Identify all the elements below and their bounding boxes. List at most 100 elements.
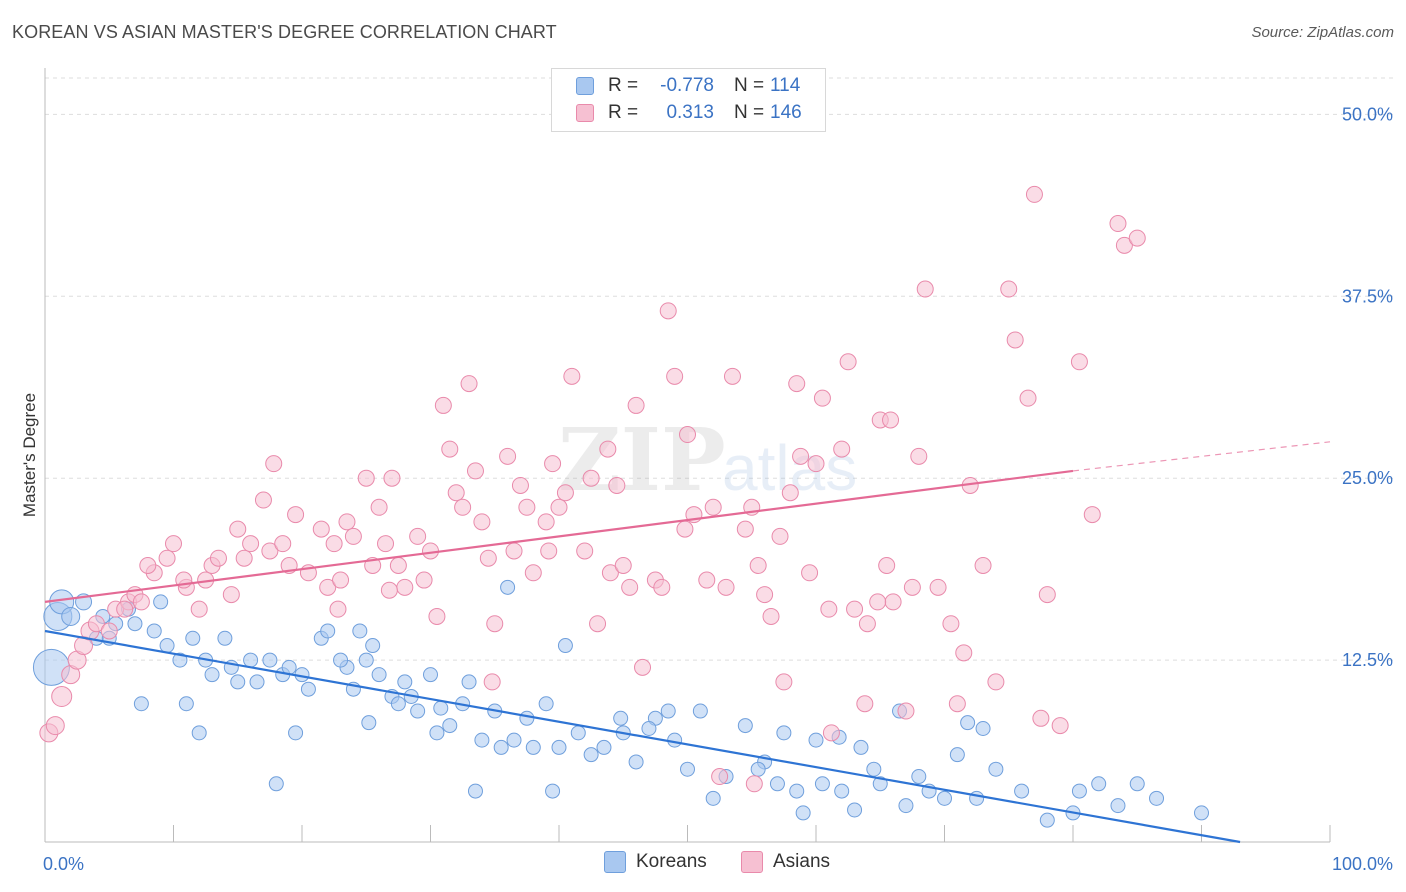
asian-point <box>479 549 497 567</box>
asian-point <box>1070 353 1088 371</box>
asian-point <box>749 557 767 575</box>
asian-point <box>544 455 562 473</box>
korean-point <box>365 638 381 654</box>
korean-point <box>1039 812 1055 828</box>
asian-point <box>434 396 452 414</box>
korean-point <box>911 769 927 785</box>
chart-title: KOREAN VS ASIAN MASTER'S DEGREE CORRELAT… <box>12 22 557 42</box>
asian-point <box>380 581 398 599</box>
asian-point <box>745 775 763 793</box>
asians-legend-swatch <box>741 851 763 873</box>
source-label: Source: ZipAtlas.com <box>1251 24 1394 41</box>
korean-point <box>519 710 535 726</box>
asian-point <box>679 426 696 444</box>
asian-point <box>441 440 459 458</box>
asian-point <box>524 564 542 582</box>
koreans-legend-label: Koreans <box>636 851 707 872</box>
korean-point <box>467 783 483 799</box>
korean-point <box>474 732 490 748</box>
asian-point <box>846 600 864 618</box>
korean-point <box>1129 776 1145 792</box>
r-value: 0.313 <box>666 102 714 123</box>
asian-point <box>229 520 247 538</box>
korean-point <box>960 715 976 731</box>
korean-point <box>988 761 1004 777</box>
asian-point <box>483 673 501 691</box>
y-axis-title: Master's Degree <box>20 393 39 517</box>
korean-point <box>371 667 387 683</box>
korean-point <box>660 703 676 719</box>
korean-point <box>1091 776 1107 792</box>
asian-trend-line <box>44 469 1074 603</box>
korean-point <box>493 739 509 755</box>
koreans-legend-swatch <box>604 851 626 873</box>
asian-trend-extension <box>1072 441 1331 472</box>
korean-point <box>949 747 965 763</box>
asian-point <box>139 557 157 575</box>
korean-point <box>808 732 824 748</box>
korean-point <box>288 725 304 741</box>
asian-point <box>428 607 446 625</box>
n-label: N = <box>734 75 765 96</box>
asian-point <box>1083 506 1101 524</box>
legend-item-asians[interactable]: Asians <box>741 851 830 873</box>
asian-point <box>801 564 819 582</box>
asian-point <box>518 498 536 516</box>
asian-point <box>242 535 260 553</box>
asian-point <box>473 513 491 531</box>
asian-point <box>807 455 825 473</box>
asian-point <box>1115 236 1133 254</box>
korean-point <box>737 718 753 734</box>
korean-point <box>390 696 406 712</box>
asians-legend-label: Asians <box>773 851 831 872</box>
korean-point <box>898 798 914 814</box>
asian-point <box>460 375 478 393</box>
asian-point <box>856 695 874 713</box>
asian-point <box>190 600 208 618</box>
korean-point <box>853 739 869 755</box>
asian-point <box>736 520 754 538</box>
asian-point <box>550 498 568 516</box>
legend-item-koreans[interactable]: Koreans <box>604 851 707 873</box>
korean-point <box>429 725 445 741</box>
asian-point <box>916 280 934 298</box>
asian-point <box>704 498 722 516</box>
asian-point <box>287 506 305 524</box>
korean-points <box>32 579 1209 828</box>
asian-point <box>1006 331 1024 349</box>
asian-point <box>882 411 900 429</box>
asian-point <box>1109 215 1127 233</box>
asian-point <box>100 622 118 640</box>
asian-point <box>599 440 617 458</box>
korean-point <box>975 720 991 736</box>
asian-point <box>377 535 395 553</box>
korean-point <box>795 805 811 821</box>
korean-point <box>834 783 850 799</box>
n-value: 114 <box>770 75 801 96</box>
korean-point <box>268 776 284 792</box>
asian-point <box>389 557 407 575</box>
korean-point <box>230 674 246 690</box>
asian-point <box>158 549 176 567</box>
asian-point <box>396 578 414 596</box>
trend-lines <box>44 441 1331 844</box>
asian-point <box>1128 229 1146 247</box>
asian-point <box>319 578 337 596</box>
korean-point <box>506 732 522 748</box>
korean-point <box>641 720 657 736</box>
korean-point <box>1194 805 1209 821</box>
korean-point <box>358 652 374 668</box>
korean-point <box>191 725 207 741</box>
asian-point <box>822 724 840 742</box>
korean-point <box>583 747 599 763</box>
korean-point <box>769 776 785 792</box>
korean-point <box>680 761 695 777</box>
asian-point <box>415 571 433 589</box>
asian-point <box>621 578 639 596</box>
korean-point <box>153 594 169 610</box>
asian-point <box>582 469 600 487</box>
asian-point <box>711 768 729 786</box>
asian-point <box>839 353 857 371</box>
asian-point <box>344 527 362 545</box>
asian-point <box>813 389 831 407</box>
